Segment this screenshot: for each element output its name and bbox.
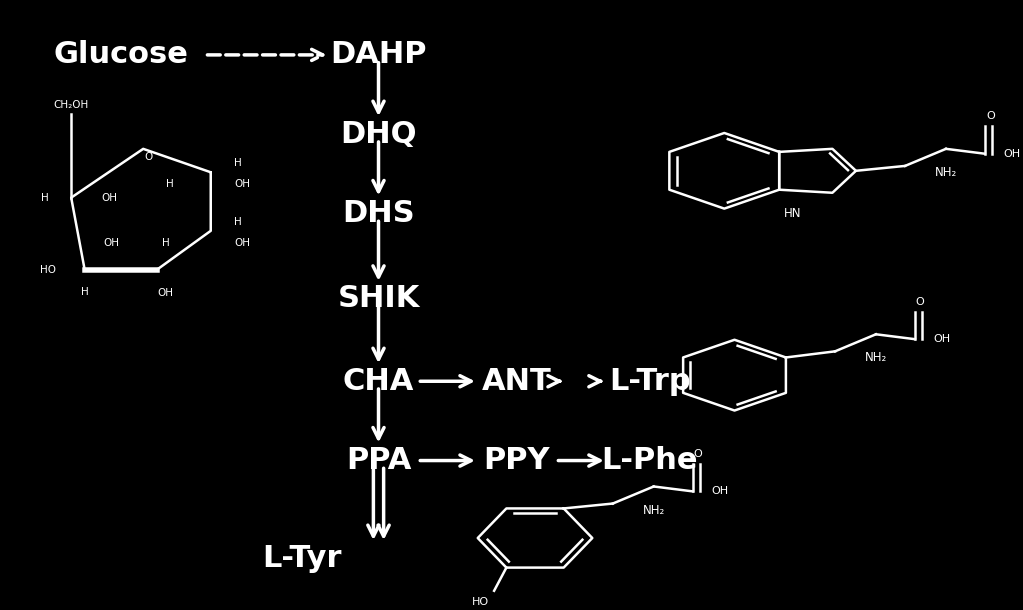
Text: OH: OH xyxy=(157,288,173,298)
Text: H: H xyxy=(162,237,170,248)
Text: DHS: DHS xyxy=(343,199,414,228)
Text: HO: HO xyxy=(40,265,56,275)
Text: H: H xyxy=(167,179,174,189)
Text: CHA: CHA xyxy=(343,367,414,396)
Text: NH₂: NH₂ xyxy=(642,504,665,517)
Text: O: O xyxy=(986,112,995,121)
Text: OH: OH xyxy=(234,179,251,190)
Text: NH₂: NH₂ xyxy=(935,166,958,179)
Text: L-Tyr: L-Tyr xyxy=(262,544,342,573)
Text: ANT: ANT xyxy=(482,367,551,396)
Text: H: H xyxy=(41,193,49,203)
Text: O: O xyxy=(916,297,925,307)
Text: OH: OH xyxy=(933,334,950,344)
Text: DHQ: DHQ xyxy=(341,120,416,149)
Text: PPY: PPY xyxy=(483,446,550,475)
Text: L-Trp: L-Trp xyxy=(609,367,691,396)
Text: H: H xyxy=(234,217,242,227)
Text: NH₂: NH₂ xyxy=(864,351,887,364)
Text: OH: OH xyxy=(1004,149,1020,159)
Text: HN: HN xyxy=(785,207,802,220)
Text: OH: OH xyxy=(103,237,120,248)
Text: Glucose: Glucose xyxy=(53,40,188,70)
Text: SHIK: SHIK xyxy=(338,284,419,314)
Text: CH₂OH: CH₂OH xyxy=(53,100,89,110)
Text: PPA: PPA xyxy=(346,446,411,475)
Text: O: O xyxy=(694,449,702,459)
Text: L-Phe: L-Phe xyxy=(602,446,698,475)
Text: DAHP: DAHP xyxy=(330,40,427,70)
Text: H: H xyxy=(81,287,89,297)
Text: H: H xyxy=(234,158,242,168)
Text: OH: OH xyxy=(101,193,118,203)
Text: OH: OH xyxy=(711,486,728,497)
Text: HO: HO xyxy=(472,597,489,607)
Text: O: O xyxy=(144,152,152,162)
Text: OH: OH xyxy=(234,238,251,248)
